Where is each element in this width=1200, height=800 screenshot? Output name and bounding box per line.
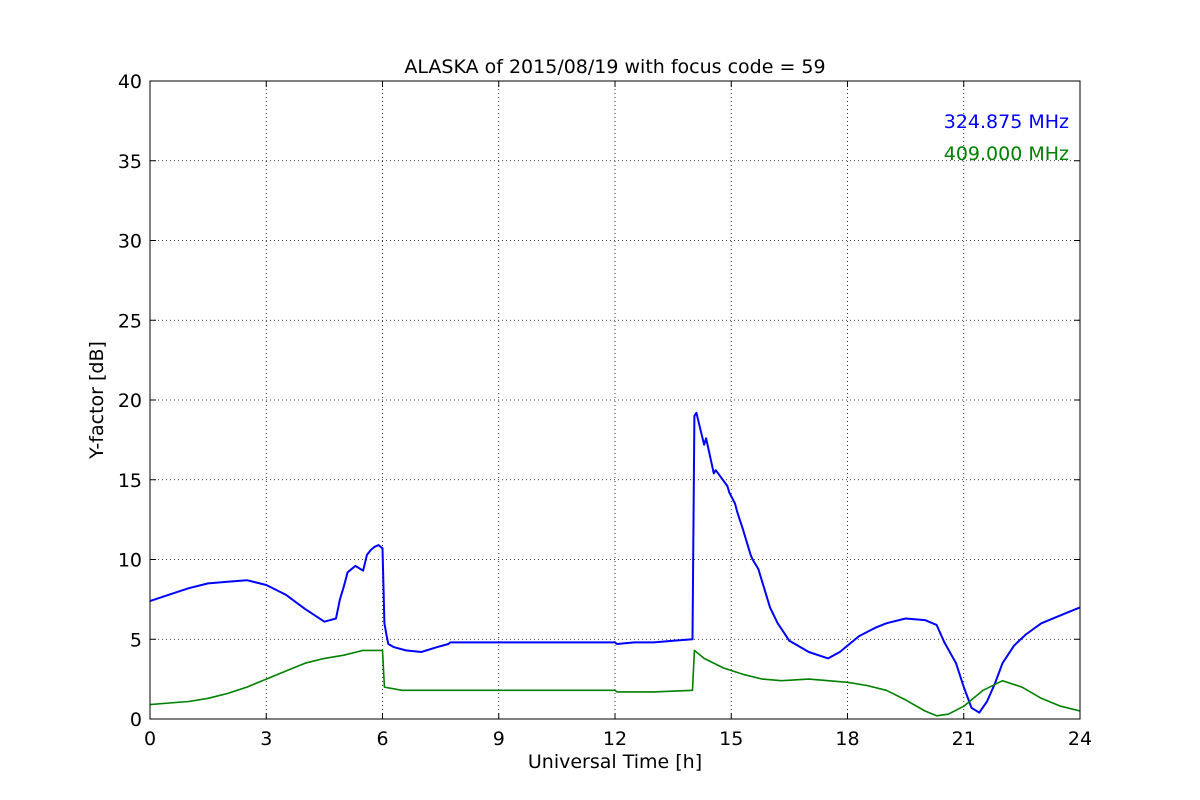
x-tick-label: 0 <box>144 728 156 750</box>
x-tick-label: 3 <box>260 728 272 750</box>
y-axis: 0 5 10 15 20 25 30 35 40 <box>118 71 1080 731</box>
series-group <box>150 411 1080 717</box>
y-tick-label: 10 <box>118 550 142 572</box>
x-tick-label: 21 <box>952 728 976 750</box>
x-tick-label: 6 <box>376 728 388 750</box>
series-line-blue <box>150 411 1080 714</box>
x-tick-label: 9 <box>493 728 505 750</box>
x-axis: 0 3 6 9 12 15 18 21 24 <box>144 81 1092 750</box>
y-tick-label: 20 <box>118 390 142 412</box>
y-tick-label: 25 <box>118 310 142 332</box>
legend: 324.875 MHz 409.000 MHz <box>944 111 1069 165</box>
y-tick-label: 35 <box>118 151 142 173</box>
x-tick-label: 24 <box>1068 728 1092 750</box>
x-tick-label: 18 <box>835 728 859 750</box>
y-tick-label: 15 <box>118 470 142 492</box>
y-axis-title: Y-factor [dB] <box>86 341 108 460</box>
y-tick-label: 5 <box>130 629 142 651</box>
y-tick-label: 40 <box>118 71 142 93</box>
legend-entry: 324.875 MHz <box>944 111 1069 133</box>
series-line-green <box>150 649 1080 717</box>
x-tick-label: 12 <box>603 728 627 750</box>
y-tick-label: 30 <box>118 231 142 253</box>
x-tick-label: 15 <box>719 728 743 750</box>
chart-title: ALASKA of 2015/08/19 with focus code = 5… <box>404 56 825 78</box>
y-tick-label: 0 <box>130 709 142 731</box>
legend-entry: 409.000 MHz <box>944 143 1069 165</box>
grid-lines <box>150 81 1080 719</box>
x-axis-title: Universal Time [h] <box>528 751 702 773</box>
